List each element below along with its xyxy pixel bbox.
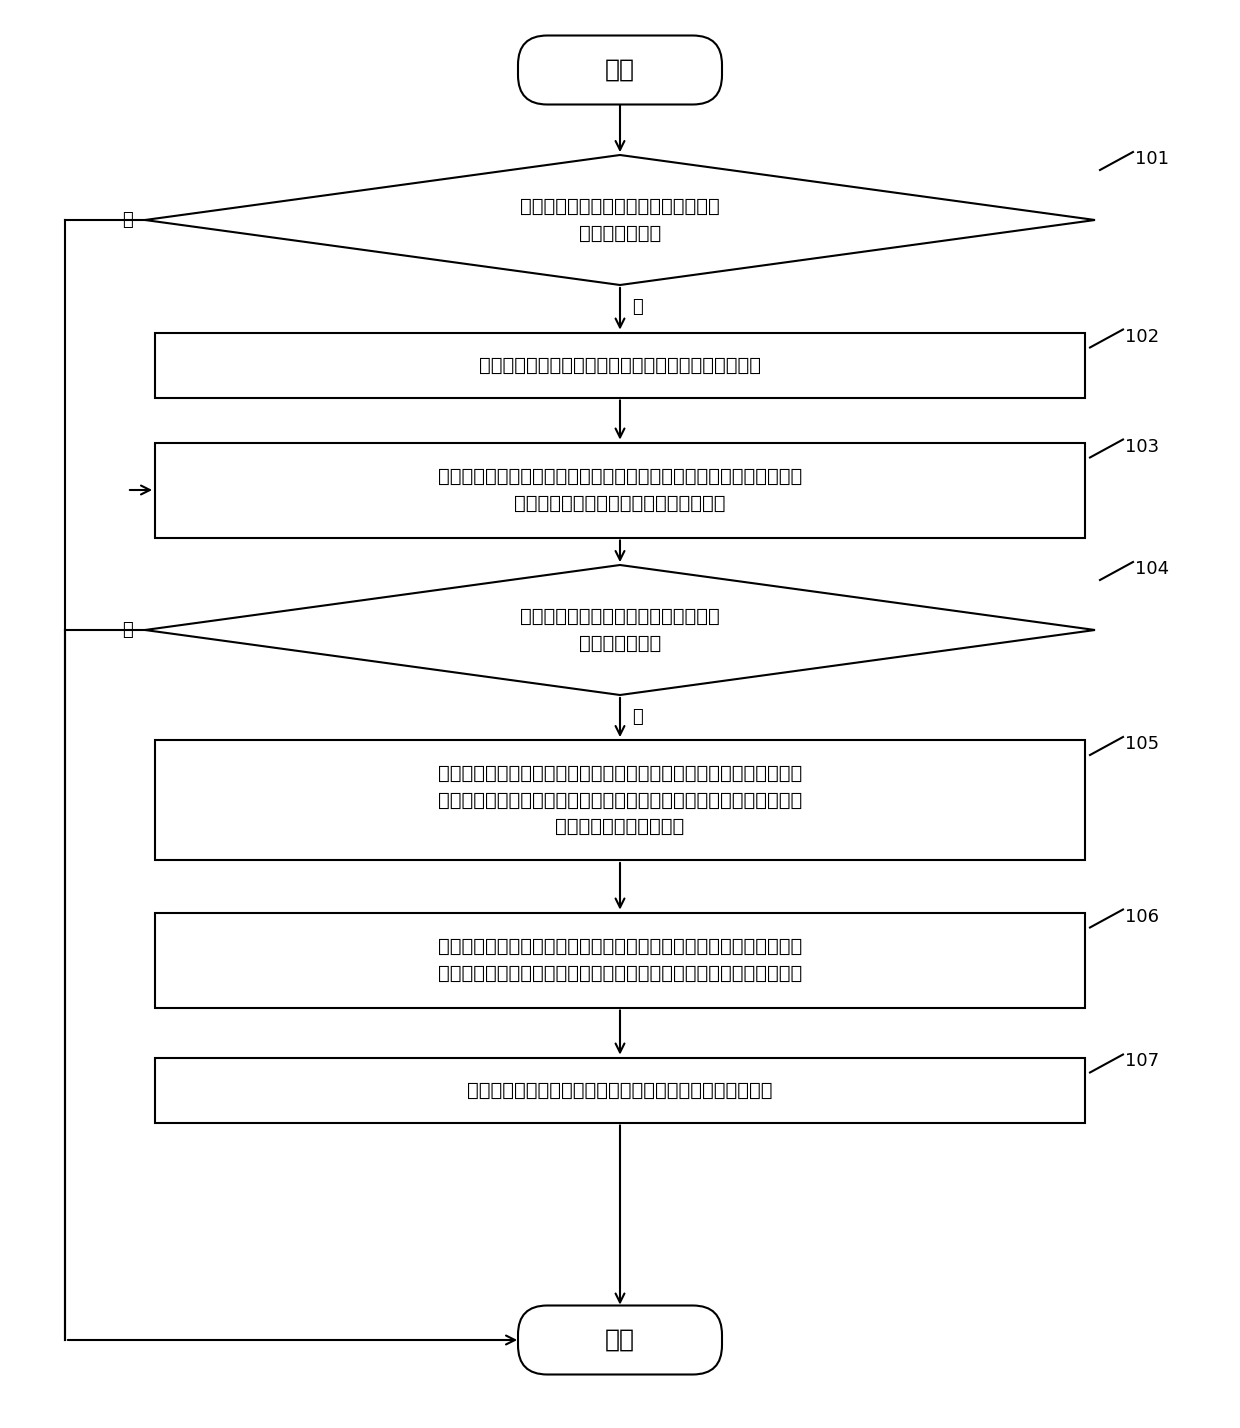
Text: 107: 107	[1125, 1052, 1159, 1071]
Text: 开始: 开始	[605, 59, 635, 81]
Bar	[155, 1058, 1085, 1122]
Text: 否: 否	[632, 708, 642, 725]
Text: 车辆自动变道系统检测当前车辆是否满
足变道触发条件: 车辆自动变道系统检测当前车辆是否满 足变道触发条件	[520, 197, 720, 243]
FancyBboxPatch shape	[518, 1305, 722, 1375]
Bar	[155, 443, 1085, 537]
Text: 102: 102	[1125, 327, 1159, 346]
Polygon shape	[145, 565, 1095, 695]
FancyBboxPatch shape	[518, 36, 722, 104]
Text: 104: 104	[1135, 560, 1169, 578]
Text: 是: 是	[123, 211, 133, 228]
Text: 结束: 结束	[605, 1328, 635, 1352]
Bar	[155, 740, 1085, 860]
Text: 车辆自动变道系统控制当前车辆从当前车道变道至目标车道: 车辆自动变道系统控制当前车辆从当前车道变道至目标车道	[467, 1081, 773, 1100]
Text: 车辆自动变道系统判断当前车辆是否满
足低速探测条件: 车辆自动变道系统判断当前车辆是否满 足低速探测条件	[520, 607, 720, 653]
Text: 车辆自动变道系统基于摄像装置以及短波雷达各自对应的融合权重，对
第一运动参数和第二运动参数进行数据融合，以获得周边车辆的第一目
标位置以及第一目标车速: 车辆自动变道系统基于摄像装置以及短波雷达各自对应的融合权重，对 第一运动参数和第…	[438, 764, 802, 835]
Bar	[155, 912, 1085, 1008]
Text: 103: 103	[1125, 437, 1159, 456]
Text: 否: 否	[632, 298, 642, 316]
Bar	[155, 333, 1085, 397]
Text: 101: 101	[1135, 150, 1169, 169]
Polygon shape	[145, 156, 1095, 286]
Text: 车辆自动变道系统控制当前车辆在当前车道上向前行驶: 车辆自动变道系统控制当前车辆在当前车道上向前行驶	[479, 356, 761, 374]
Text: 是: 是	[123, 621, 133, 638]
Text: 106: 106	[1125, 908, 1159, 925]
Text: 车辆自动变道系统基于周边车辆的第一目标位置以及周边车辆的第一目
标车速，从当前车辆两侧的相邻车道中确定出满足变道条件的目标车道: 车辆自动变道系统基于周边车辆的第一目标位置以及周边车辆的第一目 标车速，从当前车…	[438, 937, 802, 982]
Text: 车辆自动变道系统通过摄像装置获取周边车辆的第一运动参数，以及通
过短波雷达获取周边车辆的第二运动参数: 车辆自动变道系统通过摄像装置获取周边车辆的第一运动参数，以及通 过短波雷达获取周…	[438, 467, 802, 513]
Text: 105: 105	[1125, 735, 1159, 753]
